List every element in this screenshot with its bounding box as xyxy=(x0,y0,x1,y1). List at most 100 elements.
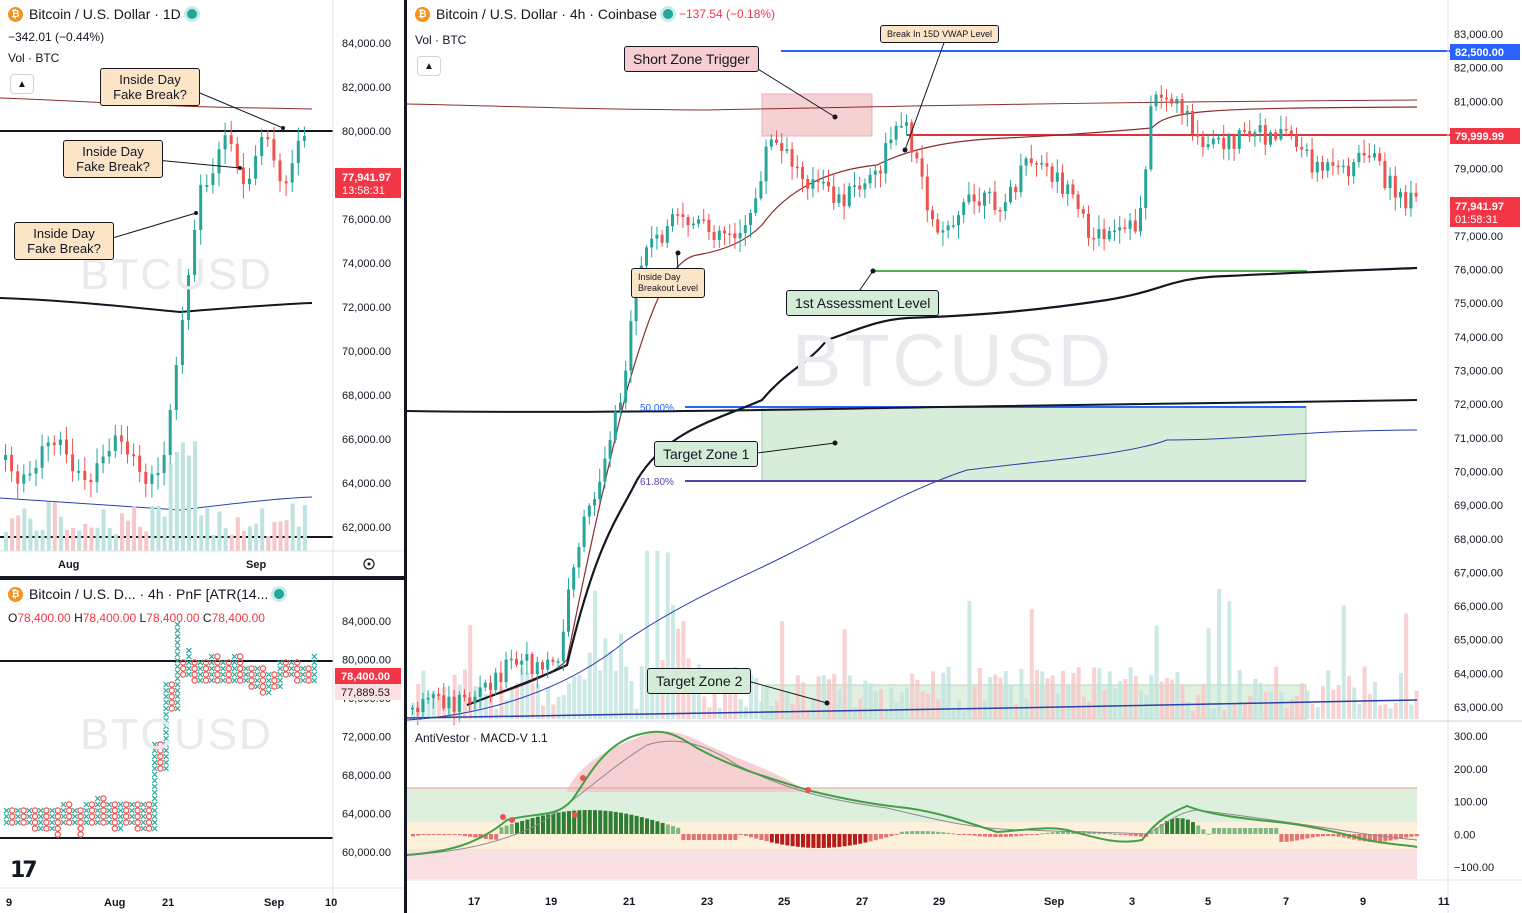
candle-body xyxy=(1055,172,1059,182)
pnf-x-box xyxy=(174,657,181,664)
volume-bar xyxy=(254,523,259,551)
pnf-o-box xyxy=(294,671,301,678)
tag-79999 xyxy=(1450,128,1520,144)
label-assessment[interactable]: 1st Assessment Level xyxy=(786,290,940,316)
pnf-o-box xyxy=(236,659,244,666)
macd-histogram-bar xyxy=(941,832,946,834)
pane-divider-horizontal[interactable] xyxy=(0,576,406,580)
ma-200-black xyxy=(407,399,1418,413)
collapse-chevron-icon[interactable]: ▲ xyxy=(10,74,34,94)
daily-vol-label[interactable]: Vol · BTC xyxy=(8,51,60,65)
pnf-o-box xyxy=(54,807,62,814)
pnf-x-box xyxy=(26,819,33,826)
candle-body xyxy=(1128,220,1132,229)
candle-body xyxy=(193,230,197,275)
pnf-o-box xyxy=(88,819,96,826)
candle-body xyxy=(4,455,7,460)
macd-histogram-bar xyxy=(525,819,530,834)
volume-bar xyxy=(827,679,831,719)
volume-bar xyxy=(899,692,904,719)
pnf-chart-pane[interactable]: 84,000.0080,000.0076,000.0072,000.0068,0… xyxy=(0,580,404,913)
main-chart-pane[interactable]: 83,000.0082,000.0081,000.0080,000.0079,0… xyxy=(407,0,1522,913)
pnf-o-box xyxy=(214,665,221,672)
label-target-2[interactable]: Target Zone 2 xyxy=(647,668,752,694)
candle-body xyxy=(1118,227,1122,231)
volume-bar xyxy=(946,666,951,719)
daily-price-tag xyxy=(335,168,401,198)
pnf-time-axis: 9 Aug 21 Sep 10 xyxy=(6,897,337,909)
pnf-x-box xyxy=(311,671,318,678)
candle-body xyxy=(837,194,841,203)
label-short-zone[interactable]: Short Zone Trigger xyxy=(624,46,759,72)
macd-histogram-bar xyxy=(1300,834,1305,840)
daily-chart-canvas[interactable]: 84,000.0082,000.0080,000.0078,000.0076,0… xyxy=(0,0,404,576)
daily-y-tick: 66,000.00 xyxy=(342,434,391,446)
volume-bar xyxy=(40,529,45,551)
collapse-chevron-icon[interactable]: ▲ xyxy=(417,56,441,76)
volume-bar xyxy=(624,666,629,719)
daily-y-tick: 76,000.00 xyxy=(342,214,391,226)
ma-upper-red xyxy=(407,99,1418,111)
volume-bar xyxy=(107,528,112,551)
daily-note-1[interactable]: Inside Day Fake Break? xyxy=(100,68,200,106)
label-vwap-break[interactable]: Break In 15D VWAP Level xyxy=(880,25,1000,43)
pnf-x-box xyxy=(37,825,44,832)
candle-body xyxy=(816,179,820,182)
candle-body xyxy=(723,230,726,234)
pnf-o-box xyxy=(214,653,221,660)
main-x-tick: 5 xyxy=(1205,896,1211,908)
pnf-o-box xyxy=(179,659,187,666)
pnf-chart-canvas[interactable]: 84,000.0080,000.0076,000.0072,000.0068,0… xyxy=(0,580,404,913)
candle-body xyxy=(775,139,778,143)
label-inside-day[interactable]: Inside Day Breakout Level xyxy=(631,268,706,298)
macd-histogram-bar xyxy=(1081,831,1086,834)
macd-histogram-bar xyxy=(603,810,608,834)
pnf-x-box xyxy=(163,687,170,694)
pnf-x-box xyxy=(49,813,56,820)
volume-bar xyxy=(962,710,967,719)
macd-histogram-bar xyxy=(1383,834,1388,842)
daily-note-3[interactable]: Inside Day Fake Break? xyxy=(14,222,114,260)
pane-divider-vertical[interactable] xyxy=(404,0,407,913)
volume-bar xyxy=(1055,692,1060,719)
main-vol-label[interactable]: Vol · BTC xyxy=(415,33,467,47)
macd-histogram-bar xyxy=(785,834,790,846)
daily-chart-pane[interactable]: 84,000.0082,000.0080,000.0078,000.0076,0… xyxy=(0,0,404,576)
macd-title[interactable]: AntiVestor · MACD-V 1.1 xyxy=(415,731,548,745)
pnf-x-box xyxy=(185,647,192,654)
anchored-vwap-blue xyxy=(407,429,1418,721)
volume-bar xyxy=(1003,670,1008,719)
candle-body xyxy=(138,455,142,472)
macd-histogram-bar xyxy=(1321,834,1325,837)
daily-title[interactable]: Bitcoin / U.S. Dollar · 1D xyxy=(29,6,181,22)
pnf-o-box xyxy=(248,665,255,672)
volume-bar xyxy=(1383,704,1388,719)
svg-text:77,889.53: 77,889.53 xyxy=(341,687,390,699)
macd-histogram-bar xyxy=(723,834,727,840)
main-chart-canvas[interactable]: 83,000.0082,000.0081,000.0080,000.0079,0… xyxy=(407,0,1522,913)
volume-bar xyxy=(879,689,883,719)
pnf-title[interactable]: Bitcoin / U.S. D... · 4h · PnF [ATR(14..… xyxy=(29,586,269,602)
macd-histogram-bar xyxy=(1118,834,1123,835)
label-target-1[interactable]: Target Zone 1 xyxy=(654,441,759,467)
candle-body xyxy=(1310,149,1314,173)
volume-bar xyxy=(138,526,143,551)
macd-histogram-bar xyxy=(1414,834,1419,837)
pnf-o-box xyxy=(305,677,312,684)
volume-bar xyxy=(1076,667,1081,719)
macd-histogram-bar xyxy=(1133,834,1138,837)
daily-note-2[interactable]: Inside Day Fake Break? xyxy=(63,140,163,178)
macd-histogram-bar xyxy=(884,834,889,838)
macd-histogram-bar xyxy=(1061,831,1065,834)
pnf-o-box xyxy=(122,813,130,820)
pnf-o-box xyxy=(134,825,141,832)
pnf-o-box xyxy=(134,813,141,820)
macd-histogram-bar xyxy=(1289,834,1294,842)
pnf-x-box xyxy=(220,671,227,678)
candle-body xyxy=(629,321,633,371)
volume-bar xyxy=(1159,681,1164,719)
tradingview-logo-icon[interactable]: 17 xyxy=(10,858,38,883)
candle-body xyxy=(665,226,669,243)
main-title[interactable]: Bitcoin / U.S. Dollar · 4h · Coinbase xyxy=(436,6,657,22)
pnf-o-box xyxy=(305,665,312,672)
